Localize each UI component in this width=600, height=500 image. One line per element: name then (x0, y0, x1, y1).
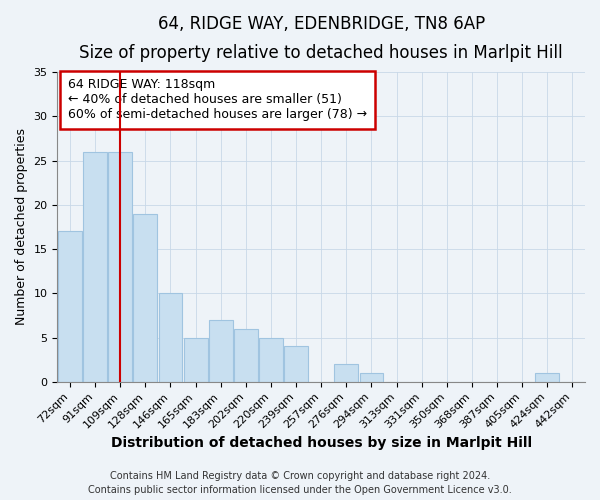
Bar (284, 346, 308, 382)
Text: Contains HM Land Registry data © Crown copyright and database right 2024.
Contai: Contains HM Land Registry data © Crown c… (88, 471, 512, 495)
Bar (359, 373, 383, 382)
Bar (234, 328, 258, 382)
Bar (108, 152, 132, 382)
Bar (535, 373, 559, 382)
Bar (83, 152, 107, 382)
Text: 64 RIDGE WAY: 118sqm
← 40% of detached houses are smaller (51)
60% of semi-detac: 64 RIDGE WAY: 118sqm ← 40% of detached h… (68, 78, 367, 122)
Bar (259, 338, 283, 382)
Title: 64, RIDGE WAY, EDENBRIDGE, TN8 6AP
Size of property relative to detached houses : 64, RIDGE WAY, EDENBRIDGE, TN8 6AP Size … (79, 15, 563, 62)
Y-axis label: Number of detached properties: Number of detached properties (15, 128, 28, 326)
Bar (58, 232, 82, 382)
Bar (158, 294, 182, 382)
Bar (184, 338, 208, 382)
Bar (133, 214, 157, 382)
Bar (334, 364, 358, 382)
Bar (209, 320, 233, 382)
X-axis label: Distribution of detached houses by size in Marlpit Hill: Distribution of detached houses by size … (110, 436, 532, 450)
